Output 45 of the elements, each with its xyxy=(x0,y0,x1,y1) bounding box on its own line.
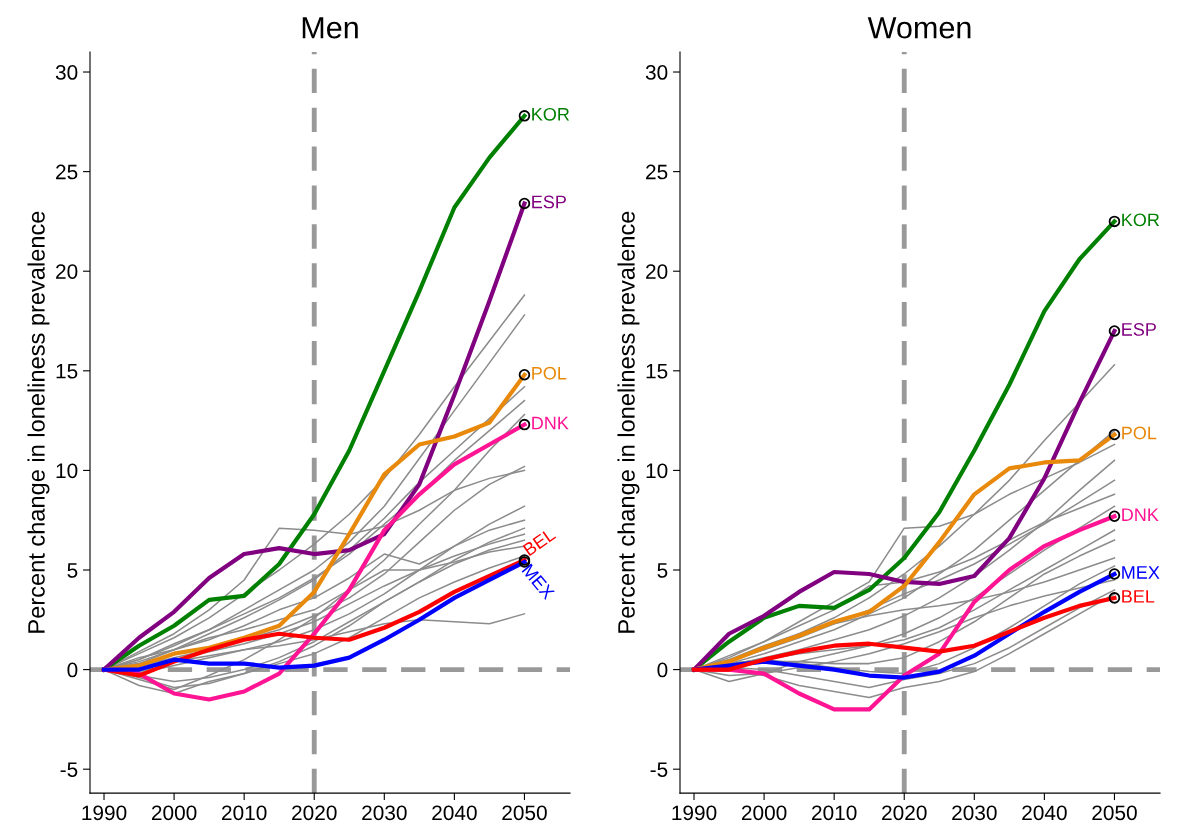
y-tick-label: 0 xyxy=(657,662,668,678)
series-label: ESP xyxy=(1122,323,1156,336)
x-tick-label: 2010 xyxy=(222,805,267,821)
x-tick-label: 2010 xyxy=(812,805,857,821)
y-tick-label: -5 xyxy=(650,762,668,777)
x-tick-label: 2040 xyxy=(1022,805,1067,821)
x-tick-label: 2030 xyxy=(952,805,997,821)
x-tick-label: 1990 xyxy=(82,805,127,821)
x-tick-label: 1990 xyxy=(672,805,717,821)
y-tick-label: 10 xyxy=(56,463,78,479)
y-tick-label: 5 xyxy=(67,563,78,578)
y-tick-label: 0 xyxy=(67,662,78,678)
x-tick-label: 2020 xyxy=(882,805,927,821)
y-tick-label: 10 xyxy=(646,463,668,479)
y-tick-label: 30 xyxy=(55,65,78,80)
y-tick-label: 15 xyxy=(56,364,78,379)
text: BEL xyxy=(522,527,557,557)
series-label: DNK xyxy=(1122,508,1159,521)
y-tick-label: -5 xyxy=(60,762,78,777)
series-label: DNK xyxy=(532,416,569,430)
series-label: ESP xyxy=(532,195,566,209)
y-tick-label: 5 xyxy=(657,563,668,578)
x-tick-label: 2000 xyxy=(741,805,787,821)
x-tick-label: 2020 xyxy=(292,805,337,821)
x-tick-label: 2050 xyxy=(502,805,547,821)
y-tick-label: 20 xyxy=(56,264,78,279)
x-tick-label: 2050 xyxy=(1092,805,1137,821)
y-tick-label: 25 xyxy=(56,164,78,180)
series-label: KOR xyxy=(532,107,570,121)
series-label: BEL xyxy=(1122,590,1155,603)
y-tick-label: 20 xyxy=(646,264,668,279)
series-label: MEX xyxy=(1122,566,1160,579)
y-tick-label: 30 xyxy=(645,65,668,80)
y-tick-label: 15 xyxy=(646,364,668,379)
series-label: POL xyxy=(532,366,567,380)
x-tick-label: 2030 xyxy=(362,805,407,821)
series-label: KOR xyxy=(1122,213,1160,227)
x-tick-label: 2040 xyxy=(432,805,477,821)
y-axis-title: Percent change in loneliness prevalence xyxy=(27,211,50,633)
y-axis-title: Percent change in loneliness prevalence xyxy=(617,211,640,633)
series-label: POL xyxy=(1122,426,1157,440)
chart-title: Women xyxy=(867,17,971,39)
x-tick-label: 2000 xyxy=(151,805,197,821)
chart-title: Men xyxy=(302,17,358,39)
y-tick-label: 25 xyxy=(646,164,668,180)
